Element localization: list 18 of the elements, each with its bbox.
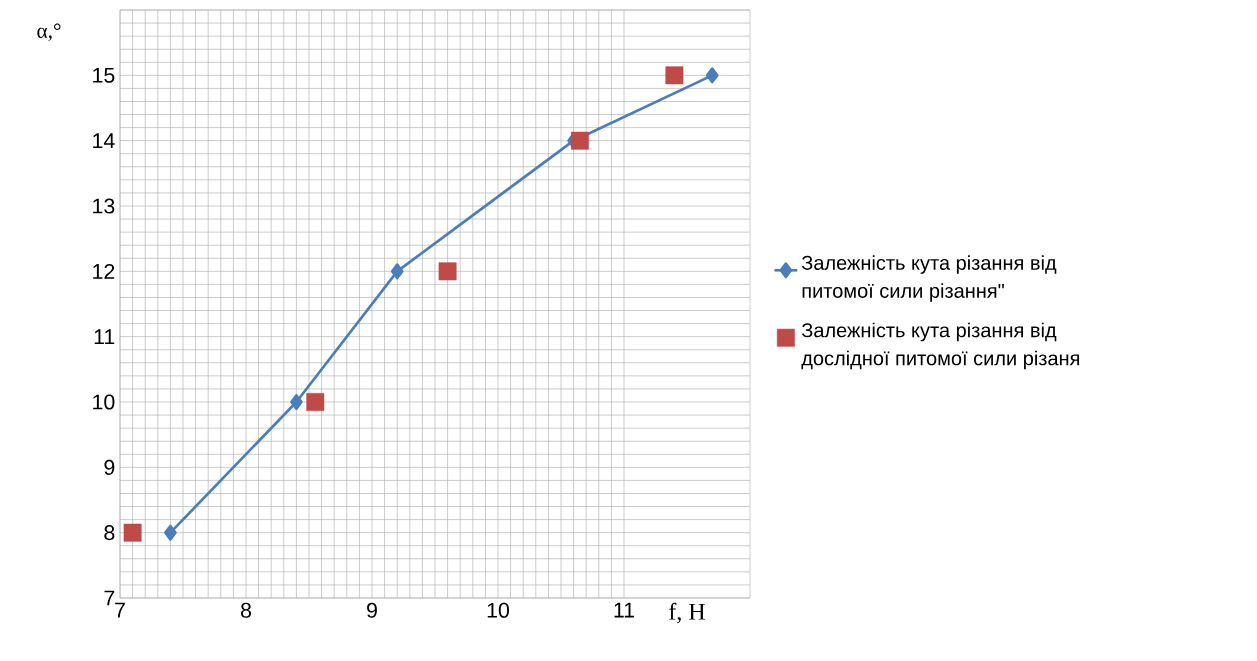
x-axis-title: f, H xyxy=(669,602,705,624)
y-tick-label: 15 xyxy=(93,67,115,83)
y-tick-label: 12 xyxy=(93,263,115,279)
y-tick-label: 7 xyxy=(104,590,115,606)
y-tick-label: 13 xyxy=(93,198,115,214)
y-tick-label: 8 xyxy=(104,525,115,541)
legend-label: Залежність кута різання від дослідної питомої сили різаня xyxy=(801,322,1080,370)
x-tick-label: 7 xyxy=(115,602,125,618)
legend-label: Залежність кута різання від питомої сили різання" xyxy=(801,255,1057,302)
x-tick-label: 9 xyxy=(367,602,377,618)
x-tick-label: 11 xyxy=(614,602,635,618)
y-tick-label: 9 xyxy=(104,459,115,475)
x-tick-label: 10 xyxy=(487,602,510,618)
y-axis-title: α,° xyxy=(37,23,61,42)
y-tick-label: 11 xyxy=(94,329,115,345)
y-tick-label: 10 xyxy=(93,394,115,410)
y-tick-label: 14 xyxy=(93,133,115,149)
x-tick-label: 8 xyxy=(240,602,252,618)
